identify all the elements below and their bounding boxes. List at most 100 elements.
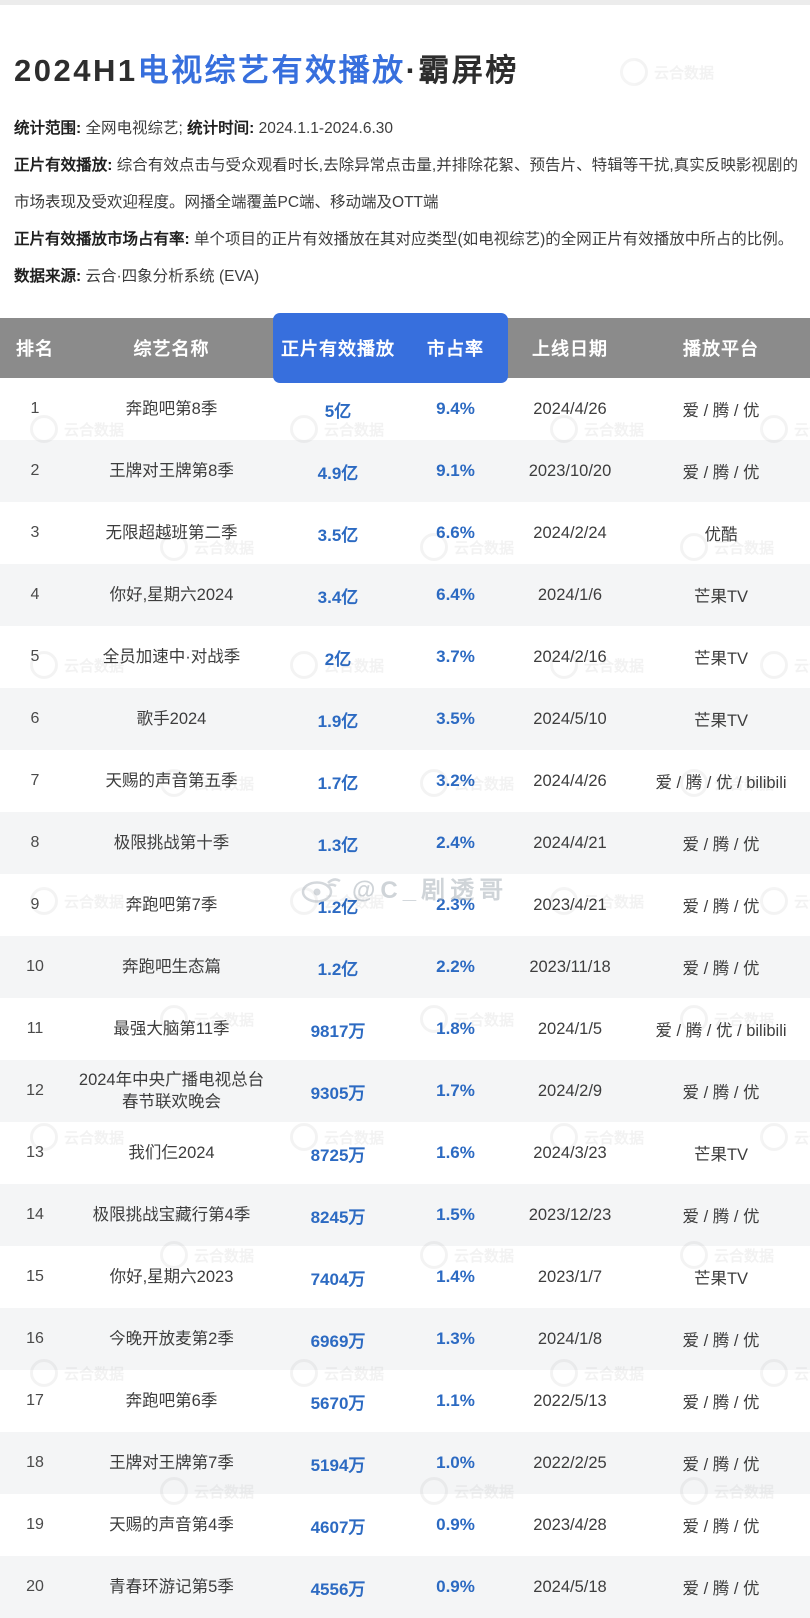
table-row: 8 极限挑战第十季 1.3亿 2.4% 2024/4/21 爱 / 腾 / 优 <box>0 812 810 874</box>
ranking-table: 排名 综艺名称 正片有效播放 市占率 上线日期 播放平台 1 奔跑吧第8季 5亿… <box>0 313 810 1618</box>
cell-platform: 爱 / 腾 / 优 <box>682 1208 760 1226</box>
cell-platform: 爱 / 腾 / 优 / bilibili <box>655 1022 787 1040</box>
cell-platform: 优酷 <box>704 526 738 544</box>
cell-date: 2024/4/26 <box>533 399 607 418</box>
table-row: 7 天赐的声音第五季 1.7亿 3.2% 2024/4/26 爱 / 腾 / 优… <box>0 750 810 812</box>
cell-name: 我们仨2024 <box>128 1143 215 1162</box>
cell-platform: 芒果TV <box>693 588 749 606</box>
cell-rank: 7 <box>30 772 40 789</box>
cell-share: 0.9% <box>436 1515 475 1534</box>
cell-share: 1.6% <box>436 1143 475 1162</box>
cell-share: 1.4% <box>436 1267 475 1286</box>
cell-name: 王牌对王牌第8季 <box>109 461 234 480</box>
cell-plays: 6969万 <box>310 1331 366 1351</box>
cell-share: 6.4% <box>436 585 475 604</box>
cell-share: 3.2% <box>436 771 475 790</box>
cell-name: 你好,星期六2023 <box>109 1267 234 1286</box>
cell-name: 2024年中央广播电视总台春节联欢晚会 <box>78 1070 265 1111</box>
cell-name: 歌手2024 <box>136 709 207 728</box>
table-row: 20 青春环游记第5季 4556万 0.9% 2024/5/18 爱 / 腾 /… <box>0 1556 810 1618</box>
cell-date: 2022/2/25 <box>533 1453 607 1472</box>
cell-plays: 1.3亿 <box>317 835 359 855</box>
cell-plays: 9305万 <box>310 1083 366 1103</box>
table-row: 9 奔跑吧第7季 1.2亿 2.3% 2023/4/21 爱 / 腾 / 优 <box>0 874 810 936</box>
cell-rank: 10 <box>26 958 44 975</box>
header-name: 综艺名称 <box>133 339 210 359</box>
cell-rank: 4 <box>30 586 40 603</box>
cell-share: 1.3% <box>436 1329 475 1348</box>
logo-circle-icon <box>620 58 648 86</box>
cell-rank: 15 <box>26 1268 44 1285</box>
cell-plays: 3.5亿 <box>317 525 359 545</box>
cell-share: 2.2% <box>436 957 475 976</box>
cell-name: 你好,星期六2024 <box>109 585 234 604</box>
cell-rank: 6 <box>30 710 40 727</box>
cell-plays: 7404万 <box>310 1269 366 1289</box>
cell-name: 青春环游记第5季 <box>109 1577 234 1596</box>
cell-plays: 5194万 <box>310 1455 366 1475</box>
cell-platform: 爱 / 腾 / 优 <box>682 1332 760 1350</box>
cell-plays: 1.7亿 <box>317 773 359 793</box>
cell-date: 2024/5/18 <box>533 1577 607 1596</box>
cell-share: 1.0% <box>436 1453 475 1472</box>
cell-share: 2.3% <box>436 895 475 914</box>
cell-rank: 5 <box>30 648 40 665</box>
cell-share: 6.6% <box>436 523 475 542</box>
cell-name: 奔跑吧生态篇 <box>122 957 221 976</box>
cell-share: 1.7% <box>436 1081 475 1100</box>
cell-rank: 18 <box>26 1454 44 1471</box>
cell-share: 9.1% <box>436 461 475 480</box>
cell-rank: 19 <box>26 1516 44 1533</box>
cell-rank: 2 <box>30 462 40 479</box>
cell-plays: 9817万 <box>310 1021 366 1041</box>
cell-name: 奔跑吧第8季 <box>125 399 218 418</box>
header-share: 市占率 <box>427 339 484 359</box>
cell-date: 2023/4/28 <box>533 1515 607 1534</box>
cell-platform: 爱 / 腾 / 优 <box>682 1084 760 1102</box>
cell-rank: 12 <box>26 1082 44 1099</box>
cell-platform: 芒果TV <box>693 650 749 668</box>
cell-platform: 爱 / 腾 / 优 <box>682 898 760 916</box>
cell-date: 2024/1/5 <box>537 1019 603 1038</box>
meta-line: 正片有效播放: 综合有效点击与受众观看时长,去除异常点击量,并排除花絮、预告片、… <box>14 157 798 211</box>
cell-share: 3.7% <box>436 647 475 666</box>
cell-plays: 1.9亿 <box>317 711 359 731</box>
cell-platform: 爱 / 腾 / 优 / bilibili <box>655 774 787 792</box>
tile-watermark: 云合数据 <box>620 58 714 86</box>
meta-line: 正片有效播放市场占有率: 单个项目的正片有效播放在其对应类型(如电视综艺)的全网… <box>14 231 794 248</box>
table-row: 10 奔跑吧生态篇 1.2亿 2.2% 2023/11/18 爱 / 腾 / 优 <box>0 936 810 998</box>
cell-plays: 4556万 <box>310 1579 366 1599</box>
table-row: 14 极限挑战宝藏行第4季 8245万 1.5% 2023/12/23 爱 / … <box>0 1184 810 1246</box>
table-row: 19 天赐的声音第4季 4607万 0.9% 2023/4/28 爱 / 腾 /… <box>0 1494 810 1556</box>
title-suffix: ·霸屏榜 <box>405 52 519 88</box>
table-row: 15 你好,星期六2023 7404万 1.4% 2023/1/7 芒果TV <box>0 1246 810 1308</box>
cell-rank: 14 <box>26 1206 44 1223</box>
table-row: 2 王牌对王牌第8季 4.9亿 9.1% 2023/10/20 爱 / 腾 / … <box>0 440 810 502</box>
meta-line: 统计范围: 全网电视综艺; 统计时间: 2024.1.1-2024.6.30 <box>14 120 394 137</box>
cell-date: 2023/4/21 <box>533 895 607 914</box>
header-plays: 正片有效播放 <box>281 339 395 359</box>
table-row: 12 2024年中央广播电视总台春节联欢晚会 9305万 1.7% 2024/2… <box>0 1060 810 1122</box>
cell-plays: 2亿 <box>324 649 352 669</box>
cell-name: 极限挑战第十季 <box>113 833 230 852</box>
cell-date: 2023/11/18 <box>529 957 611 976</box>
cell-plays: 5670万 <box>310 1393 366 1413</box>
cell-platform: 爱 / 腾 / 优 <box>682 836 760 854</box>
cell-plays: 1.2亿 <box>317 959 359 979</box>
cell-rank: 1 <box>30 400 40 417</box>
cell-date: 2023/12/23 <box>528 1205 612 1224</box>
cell-share: 0.9% <box>436 1577 475 1596</box>
cell-platform: 爱 / 腾 / 优 <box>682 1580 760 1598</box>
cell-plays: 1.2亿 <box>317 897 359 917</box>
table-row: 11 最强大脑第11季 9817万 1.8% 2024/1/5 爱 / 腾 / … <box>0 998 810 1060</box>
table-row: 4 你好,星期六2024 3.4亿 6.4% 2024/1/6 芒果TV <box>0 564 810 626</box>
cell-platform: 爱 / 腾 / 优 <box>682 960 760 978</box>
meta-notes: 统计范围: 全网电视综艺; 统计时间: 2024.1.1-2024.6.30 正片… <box>14 110 798 295</box>
table-row: 1 奔跑吧第8季 5亿 9.4% 2024/4/26 爱 / 腾 / 优 <box>0 378 810 440</box>
cell-name: 今晚开放麦第2季 <box>109 1329 234 1348</box>
cell-platform: 爱 / 腾 / 优 <box>682 1456 760 1474</box>
table-body: 1 奔跑吧第8季 5亿 9.4% 2024/4/26 爱 / 腾 / 优 2 王… <box>0 378 810 1618</box>
cell-date: 2024/2/24 <box>533 523 607 542</box>
cell-date: 2022/5/13 <box>533 1391 607 1410</box>
cell-platform: 芒果TV <box>693 1146 749 1164</box>
